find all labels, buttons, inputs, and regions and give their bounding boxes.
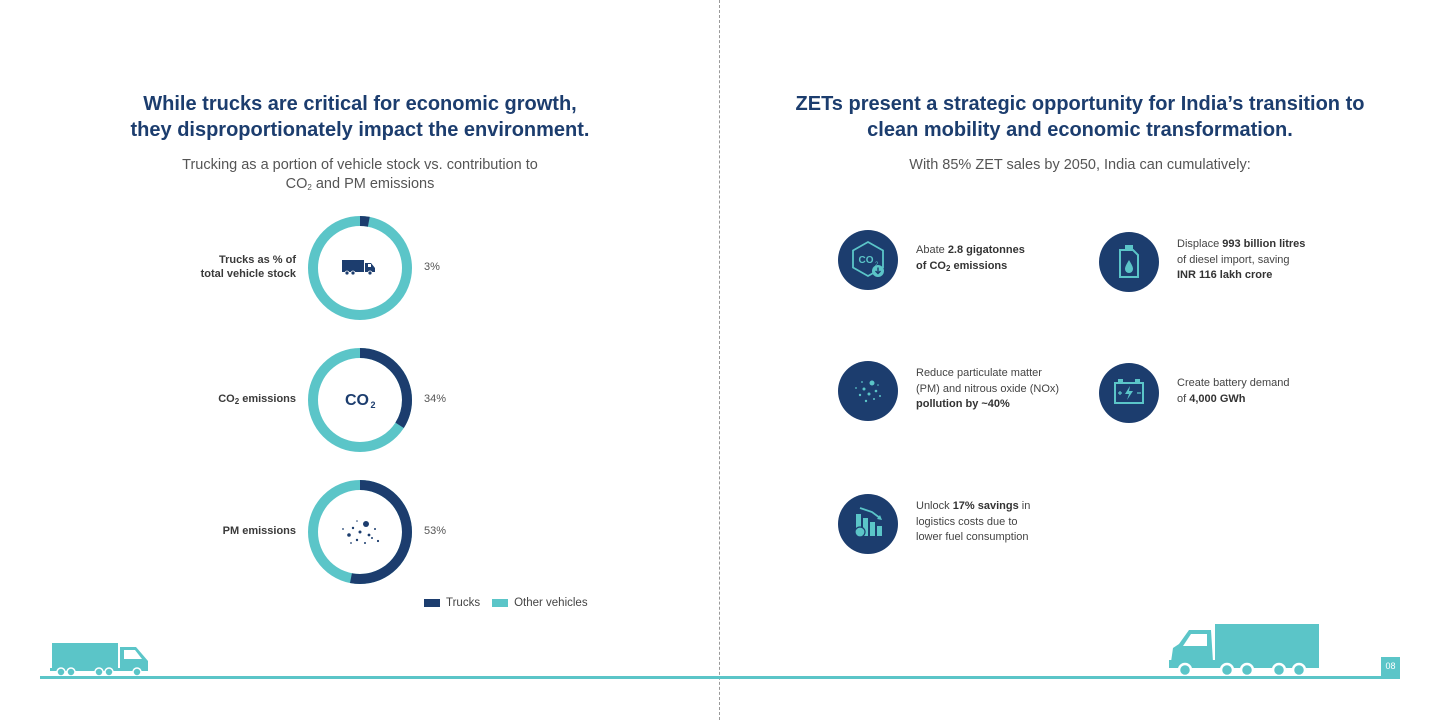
particles-icon: [342, 520, 380, 544]
savings-chart-icon: [838, 494, 898, 554]
svg-text:2: 2: [370, 400, 375, 410]
donut-co2: CO 2: [308, 348, 412, 452]
fuel-can-icon: [1099, 232, 1159, 292]
donut-trucks-arc: [308, 348, 412, 452]
page-number: 08: [1381, 657, 1400, 678]
legend-other-label: Other vehicles: [514, 597, 588, 609]
battery-icon: [1099, 363, 1159, 423]
feature-text-reduce: Reduce particulate matter (PM) and nitro…: [916, 367, 1060, 410]
truck-illustration-right: [1169, 624, 1319, 678]
footer-baseline: [40, 676, 1400, 679]
co2-down-icon: CO 2: [838, 230, 898, 290]
donut-trucks-arc: [308, 216, 412, 320]
svg-text:CO: CO: [345, 392, 369, 409]
donut-pm: [308, 480, 412, 584]
legend-trucks-swatch: [424, 599, 440, 607]
feature-text-displace: Displace 993 billion litres of diesel im…: [1177, 238, 1306, 281]
legend-other-swatch: [492, 599, 509, 607]
pollution-icon: [838, 361, 898, 421]
left-subtitle: Trucking as a portion of vehicle stock v…: [182, 157, 538, 192]
feature-text-savings: Unlock 17% savings in logistics costs du…: [916, 500, 1031, 543]
feature-text-abate: Abate 2.8 gigatonnes of CO2 emissions: [916, 244, 1025, 273]
row-label-vehicle-stock: Trucks as % of total vehicle stock: [200, 254, 296, 280]
left-title: While trucks are critical for economic g…: [130, 93, 590, 141]
percent-pm: 53%: [424, 525, 447, 537]
row-label-co2: CO2 emissions: [218, 393, 296, 406]
svg-text:2: 2: [875, 262, 879, 268]
truck-icon: [342, 260, 375, 276]
row-label-pm: PM emissions: [222, 525, 296, 537]
feature-text-battery: Create battery demand of 4,000 GWh: [1177, 377, 1290, 405]
percent-vehicle-stock: 3%: [424, 261, 440, 273]
truck-illustration-left: [50, 643, 148, 677]
donut-vehicle-stock: [308, 216, 412, 320]
co2-icon: CO 2: [345, 392, 376, 410]
percent-co2: 34%: [424, 393, 447, 405]
svg-text:CO: CO: [859, 255, 874, 266]
legend-trucks-label: Trucks: [446, 597, 481, 609]
chart-legend: Trucks Other vehicles: [424, 597, 588, 609]
donut-trucks-arc: [308, 480, 412, 584]
right-title: ZETs present a strategic opportunity for…: [795, 93, 1365, 141]
page-divider: [719, 0, 720, 720]
right-subtitle: With 85% ZET sales by 2050, India can cu…: [909, 157, 1251, 173]
